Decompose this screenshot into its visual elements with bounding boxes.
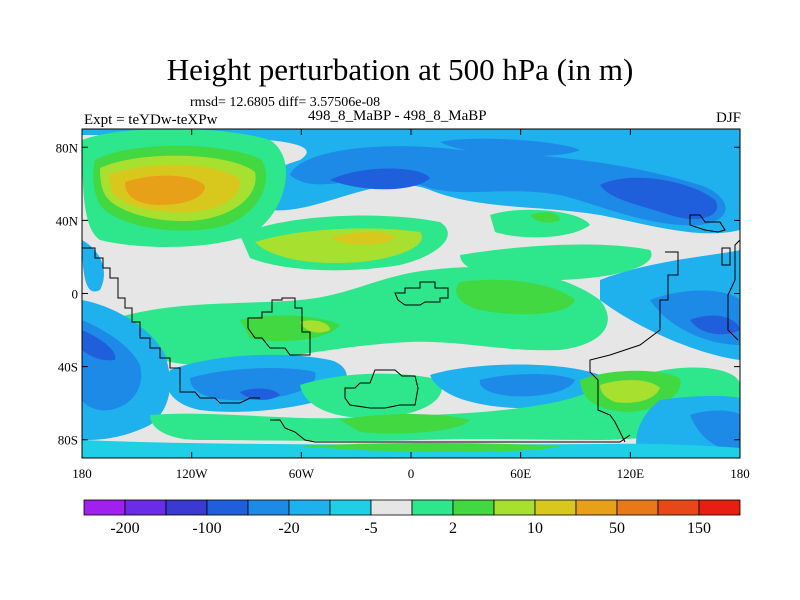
coastline-path [721, 247, 731, 266]
x-tick-label: 180 [730, 466, 750, 481]
contour-region [600, 380, 660, 403]
coastline-path [344, 369, 419, 409]
colorbar-swatch [247, 499, 290, 516]
contour-region [479, 374, 575, 397]
colorbar-swatch [698, 499, 741, 516]
x-tick-label: 60E [510, 466, 531, 481]
contour-region [240, 388, 280, 400]
coastline-outline [82, 214, 740, 443]
colorbar-label: 2 [449, 520, 457, 537]
coastline-path [270, 419, 631, 443]
colorbar-swatch [575, 499, 618, 516]
colorbar-swatch [411, 499, 454, 516]
colorbar-label: 150 [687, 520, 711, 537]
colorbar-swatch [288, 499, 331, 516]
x-tick-label: 120E [617, 466, 645, 481]
contour-region [82, 330, 116, 361]
coastline-path [82, 247, 260, 404]
y-tick-label: 80N [56, 140, 79, 155]
coastline-path [589, 251, 679, 443]
contour-region [290, 146, 726, 226]
colorbar: -200 -100 -20 -5 2 10 50 150 [83, 499, 741, 537]
contour-field [82, 129, 740, 458]
experiment-label: Expt = teYDw-teXPw [84, 112, 218, 128]
contour-region [456, 279, 575, 315]
colorbar-label: -20 [278, 520, 299, 537]
contour-region [150, 367, 740, 441]
colorbar-swatch [329, 499, 372, 516]
contour-region [300, 320, 330, 333]
y-tick-label: 40N [56, 213, 79, 228]
colorbar-swatch [370, 499, 413, 516]
colorbar-label: -100 [192, 520, 221, 537]
axis-ticks: 180 120W 60W 0 60E 120E 180 80N 40N 0 40S 80S [56, 129, 750, 481]
colorbar-swatch [657, 499, 700, 516]
colorbar-swatch [165, 499, 208, 516]
x-tick-label: 120W [176, 466, 209, 481]
contour-region [530, 212, 560, 223]
contour-region [340, 414, 470, 434]
contour-region [300, 373, 442, 419]
coastline-path [727, 239, 740, 341]
colorbar-swatch [452, 499, 495, 516]
colorbar-label: 50 [609, 520, 625, 537]
stats-text: rmsd= 12.6805 diff= 3.57506e-08 [190, 95, 381, 110]
contour-region [440, 138, 580, 157]
colorbar-label: -5 [364, 520, 377, 537]
contour-region [82, 370, 102, 407]
colorbar-swatch [493, 499, 536, 516]
contour-region [490, 209, 590, 238]
coastline-path [394, 281, 449, 306]
coastline-path [247, 297, 311, 356]
colorbar-swatch [124, 499, 167, 516]
contour-region [600, 177, 718, 220]
coastline-path [689, 214, 726, 233]
contour-region [300, 443, 560, 452]
figure-title: Height perturbation at 500 hPa (in m) [166, 52, 634, 87]
y-tick-label: 80S [58, 433, 78, 448]
contour-region [190, 368, 316, 401]
contour-region [330, 232, 395, 245]
colorbar-swatch [83, 499, 126, 516]
colorbar-swatch [534, 499, 577, 516]
colorbar-swatch [616, 499, 659, 516]
y-tick-label: 40S [58, 360, 78, 375]
colorbar-swatch [206, 499, 249, 516]
contour-region [690, 129, 740, 180]
season-label: DJF [715, 110, 741, 126]
colorbar-label: -200 [110, 520, 139, 537]
contour-region [124, 175, 205, 205]
contour-region [690, 410, 740, 451]
contour-region [82, 240, 104, 292]
y-tick-label: 0 [72, 287, 79, 302]
x-tick-label: 180 [72, 466, 92, 481]
contour-region [330, 168, 430, 190]
runs-label: 498_8_MaBP - 498_8_MaBP [308, 108, 487, 124]
x-tick-label: 60W [289, 466, 315, 481]
x-tick-label: 0 [408, 466, 415, 481]
colorbar-label: 10 [527, 520, 543, 537]
